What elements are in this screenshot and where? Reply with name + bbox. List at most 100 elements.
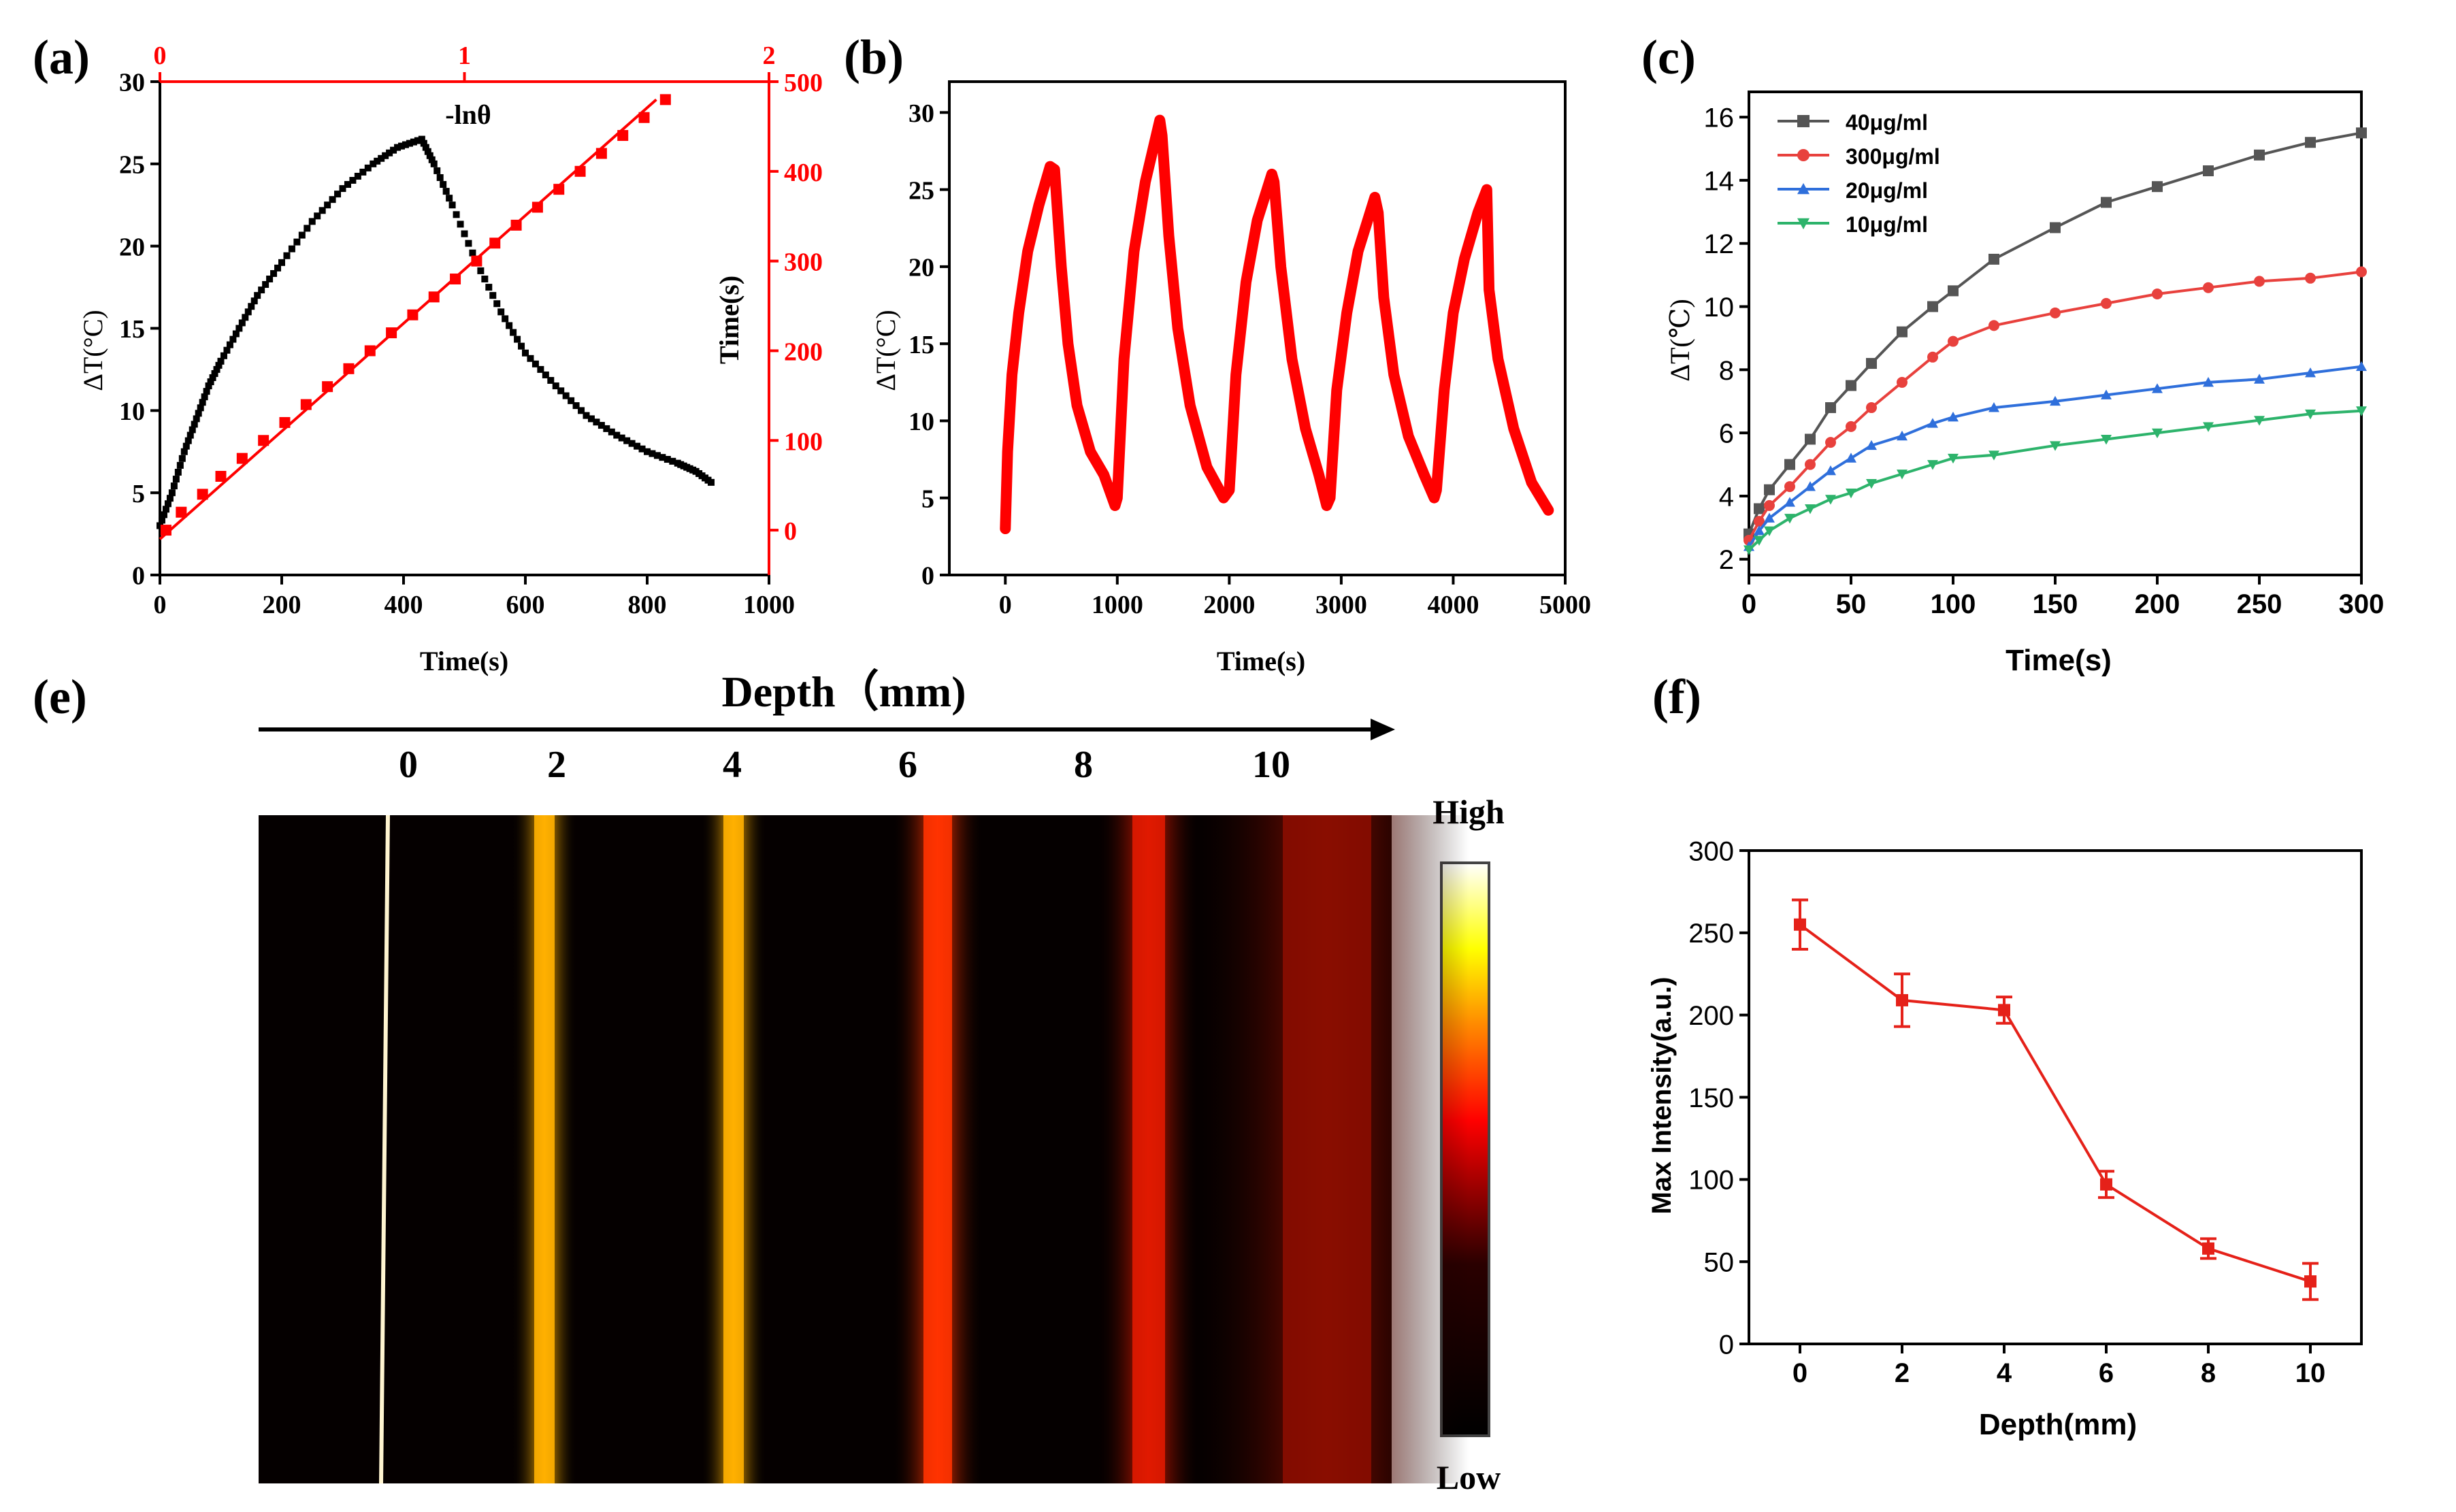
chart-a-black-point [603, 425, 610, 432]
depth-arrow-head [1371, 719, 1395, 740]
chart-c-point [1988, 253, 1999, 265]
chart-a-black-point [457, 220, 464, 228]
chart-a-black-point [197, 404, 204, 412]
chart-c-point [1754, 516, 1765, 527]
chart-c: Time(s) ΔT(℃) 0 50 100 150 200 250 300 2 4 6 8 10 12… [1665, 91, 2385, 677]
chart-f-ytick-label: 150 [1688, 1083, 1734, 1113]
chart-a-black-point [587, 415, 595, 423]
chart-a-black-point [448, 201, 456, 209]
chart-c-point [2356, 361, 2367, 372]
chart-a-red-point [236, 453, 248, 464]
chart-c-point [1825, 465, 1836, 476]
chart-c-point [1948, 411, 1959, 422]
chart-a-red-point [595, 148, 607, 159]
chart-c-point [2305, 272, 2316, 284]
chart-c-xtick-label: 250 [2237, 589, 2282, 619]
chart-c-point [1988, 450, 1999, 461]
chart-c-point [2356, 127, 2367, 139]
panel-label-f: (f) [1652, 670, 1701, 724]
chart-c-ytick-label: 2 [1719, 545, 1734, 575]
chart-a-ytick-label: 5 [132, 480, 145, 508]
chart-c-point [1948, 285, 1959, 297]
chart-c-point [2254, 374, 2265, 384]
chart-c-point [2101, 197, 2112, 208]
chart-c-ylabel: ΔT(℃) [1665, 299, 1695, 382]
heatmap-stripe [1283, 815, 1371, 1483]
chart-a-black-point [422, 144, 429, 151]
chart-a-black-point [223, 346, 231, 354]
chart-c-point [2101, 435, 2112, 445]
chart-f-point [2100, 1178, 2112, 1191]
chart-a-right-tick-label: 500 [784, 69, 823, 97]
chart-a-frame [159, 80, 770, 576]
chart-f-xtick-label: 0 [1792, 1358, 1807, 1388]
chart-c-point [2305, 367, 2316, 378]
chart-a-black-point [618, 434, 625, 442]
chart-c-point [2356, 406, 2367, 416]
chart-a-black-point [442, 188, 450, 195]
chart-b-xtick-label: 4000 [1427, 591, 1479, 619]
chart-c-point [1927, 351, 1938, 363]
chart-f-point [1896, 993, 1908, 1006]
chart-a-black-point [608, 428, 615, 435]
chart-a-black-point [469, 249, 476, 257]
chart-c-point [1825, 402, 1836, 414]
chart-a-black-point [274, 264, 282, 272]
chart-a-black-point [406, 139, 413, 147]
chart-c-legend-label: 10μg/ml [1846, 212, 1928, 237]
chart-a-red-point [386, 327, 397, 339]
chart-c-point [1846, 421, 1856, 432]
chart-a-red-point [364, 345, 376, 357]
chart-c-point [1764, 526, 1775, 537]
chart-a-black-point [542, 371, 549, 378]
chart-a-black-point [250, 297, 258, 305]
chart-a-black-point [162, 506, 169, 513]
chart-c-ytick-label: 4 [1719, 482, 1734, 512]
chart-c-ytick-label: 6 [1719, 419, 1734, 449]
chart-b-ytick-label: 30 [908, 99, 934, 128]
chart-c-xlabel: Time(s) [2005, 644, 2112, 677]
chart-f-ylabel: Max Intensity(a.u.) [1647, 977, 1677, 1215]
chart-b-xtick-label: 0 [999, 591, 1012, 619]
chart-a-black-point [182, 442, 190, 450]
chart-c-point [1754, 536, 1765, 546]
chart-a-black-point [489, 292, 497, 299]
chart-a-black-point [203, 388, 210, 395]
chart-a-black-point [394, 144, 402, 151]
chart-a-black-point [232, 330, 240, 338]
chart-a-ytick-label: 15 [119, 315, 145, 344]
chart-c-line [1748, 131, 2362, 535]
chart-c-point [1764, 484, 1775, 495]
chart-a-black-point [266, 276, 274, 282]
chart-c-xtick-label: 50 [1836, 589, 1867, 619]
chart-a-black-point [189, 426, 196, 433]
chart-b-xtick-label: 3000 [1315, 591, 1367, 619]
chart-a-right-tick-label: 300 [784, 248, 823, 277]
chart-c-xtick-label: 300 [2339, 589, 2385, 619]
chart-a-black-point [213, 365, 220, 373]
chart-c-point [1927, 460, 1938, 470]
chart-a-black-point [433, 167, 441, 174]
chart-f-point [2202, 1242, 2214, 1255]
panel-label-c: (c) [1641, 30, 1696, 84]
chart-c-xtick-label: 200 [2135, 589, 2180, 619]
chart-a-black-point [226, 341, 233, 348]
chart-a-red-point [428, 291, 440, 303]
chart-a-black-point [518, 342, 525, 350]
chart-a-black-point [414, 137, 421, 144]
chart-c-point [1754, 503, 1765, 514]
chart-c-ytick-label: 14 [1704, 166, 1735, 196]
chart-c-point [1897, 470, 1908, 480]
chart-a-black-point [502, 315, 509, 323]
chart-c-point [1897, 326, 1908, 338]
chart-c-point [2203, 282, 2214, 293]
chart-c-point [2305, 137, 2316, 148]
chart-c-point [1866, 479, 1877, 489]
chart-c-point [1866, 402, 1877, 414]
chart-a-black-point [390, 146, 397, 154]
chart-c-ytick-label: 8 [1719, 356, 1734, 386]
chart-b-ytick-label: 5 [921, 484, 934, 513]
chart-c-ytick-label: 10 [1704, 293, 1735, 323]
chart-a-black-point [191, 421, 198, 428]
chart-a-black-point [402, 141, 409, 148]
